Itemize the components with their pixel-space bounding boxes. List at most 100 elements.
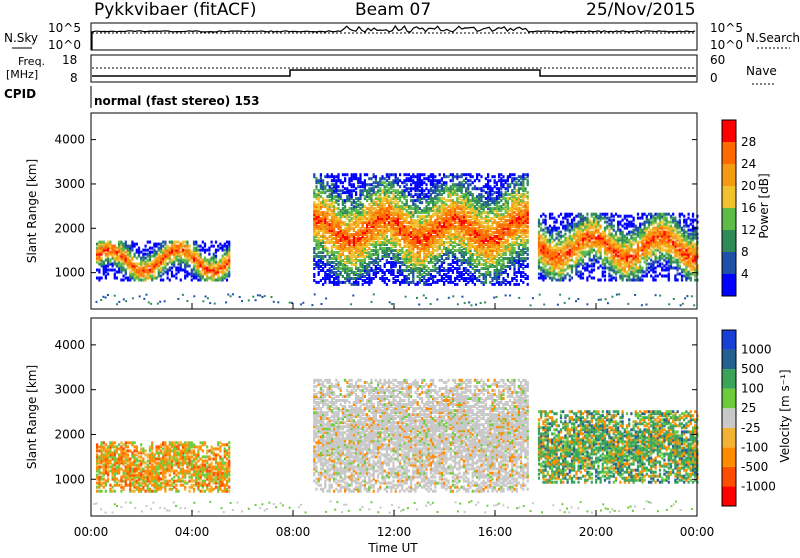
heatmap-cell [397,189,399,192]
heatmap-cell [202,273,204,276]
heatmap-cell [439,205,441,208]
heatmap-cell [370,267,372,270]
heatmap-cell [184,249,186,252]
heatmap-cell [439,265,441,268]
heatmap-cell [516,283,518,286]
heatmap-cell [469,191,471,194]
heatmap-cell [362,229,364,232]
heatmap-cell [395,217,397,220]
heatmap-cell [329,203,331,206]
heatmap-cell [414,175,416,178]
heatmap-cell [315,281,317,284]
heatmap-cell [173,261,175,264]
heatmap-cell [392,179,394,182]
heatmap-cell [98,263,100,266]
heatmap-cell [362,279,364,282]
heatmap-cell [434,235,436,238]
heatmap-cell [134,263,136,266]
heatmap-cell [491,221,493,224]
heatmap-cell [505,245,507,248]
heatmap-cell [547,227,549,230]
heatmap-cell [193,265,195,268]
heatmap-cell [362,259,364,262]
heatmap-cell [370,193,372,196]
heatmap-cell [342,207,344,210]
heatmap-cell [331,245,333,248]
heatmap-cell [388,239,390,242]
heatmap-cell [417,219,419,222]
heatmap-cell [189,265,191,268]
heatmap-cell [527,263,529,266]
heatmap-cell [412,179,414,182]
heatmap-cell [434,275,436,278]
heatmap-cell [441,197,443,200]
heatmap-cell [375,265,377,268]
heatmap-cell [467,257,469,260]
heatmap-cell [406,195,408,198]
heatmap-cell [423,275,425,278]
heatmap-cell [109,241,111,244]
heatmap-cell [425,279,427,282]
heatmap-cell [458,181,460,184]
heatmap-cell [326,173,328,176]
heatmap-cell [472,215,474,218]
heatmap-cell [208,247,210,250]
heatmap-cell [377,203,379,206]
heatmap-cell [337,203,339,206]
heatmap-cell [370,243,372,246]
heatmap-cell [116,277,118,280]
heatmap-cell [348,267,350,270]
heatmap-cell [474,275,476,278]
heatmap-cell [483,225,485,228]
heatmap-cell [463,277,465,280]
heatmap-cell [476,207,478,210]
heatmap-cell [417,229,419,232]
heatmap-cell [538,259,540,262]
heatmap-cell [553,249,555,252]
heatmap-cell [160,255,162,258]
heatmap-cell [331,275,333,278]
heatmap-cell [408,281,410,284]
heatmap-cell [373,211,375,214]
heatmap-cell [331,179,333,182]
heatmap-cell [507,257,509,260]
heatmap-cell [518,251,520,254]
heatmap-cell [182,269,184,272]
heatmap-cell [511,189,513,192]
heatmap-cell [331,183,333,186]
heatmap-cell [408,273,410,276]
heatmap-cell [167,269,169,272]
heatmap-cell [335,263,337,266]
heatmap-cell [496,191,498,194]
heatmap-cell [392,249,394,252]
heatmap-cell [476,227,478,230]
heatmap-cell [386,179,388,182]
heatmap-cell [204,249,206,252]
heatmap-cell [313,263,315,266]
heatmap-cell [491,231,493,234]
heatmap-cell [562,241,564,244]
heatmap-cell [329,185,331,188]
heatmap-cell [364,237,366,240]
heatmap-cell [366,207,368,210]
heatmap-cell [386,259,388,262]
heatmap-cell [452,281,454,284]
heatmap-cell [498,281,500,284]
heatmap-cell [131,273,133,276]
nsky-line [92,26,695,50]
heatmap-cell [140,251,142,254]
heatmap-cell [333,183,335,186]
heatmap-cell [318,259,320,262]
heatmap-cell [219,259,221,262]
heatmap-cell [395,195,397,198]
heatmap-cell [443,253,445,256]
heatmap-cell [167,263,169,266]
heatmap-cell [370,229,372,232]
heatmap-cell [452,265,454,268]
heatmap-cell [527,195,529,198]
heatmap-cell [452,269,454,272]
heatmap-cell [463,193,465,196]
heatmap-cell [162,279,164,282]
heatmap-cell [450,275,452,278]
